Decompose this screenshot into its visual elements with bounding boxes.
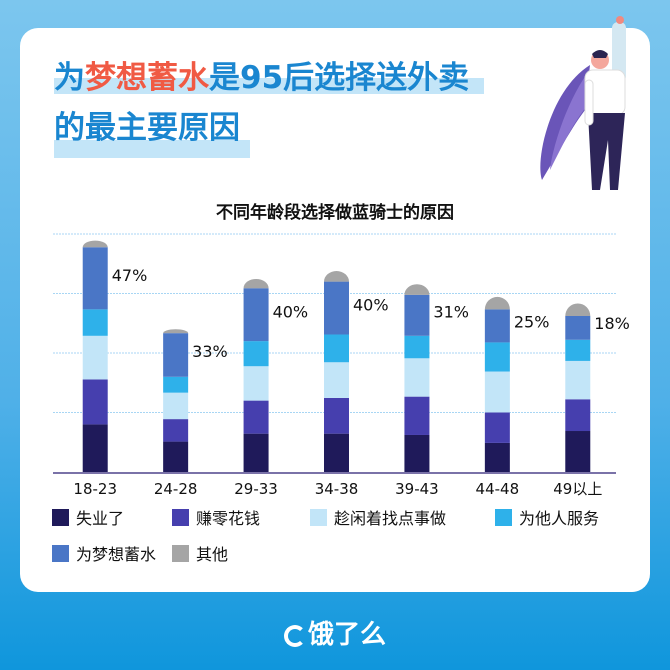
logo-text: 饿了么 (307, 620, 386, 650)
title-text: 是95后选择送外卖 (209, 60, 470, 96)
bar-segment-赚零花钱 (243, 400, 269, 434)
title-text: 为 (54, 60, 85, 96)
bar-segment-趁闲着找点事做 (243, 366, 269, 401)
chart-title: 不同年龄段选择做蓝骑士的原因 (216, 203, 454, 223)
logo-e-icon (283, 625, 306, 647)
legend-item: 其他 (172, 541, 228, 565)
bar-segment-为他人服务 (163, 376, 189, 393)
bar-segment-失业了 (243, 433, 269, 472)
bar-segment-为他人服务 (82, 309, 108, 336)
legend-swatch (310, 508, 327, 526)
legend-item: 赚零花钱 (172, 505, 260, 529)
bar-segment-趁闲着找点事做 (82, 335, 108, 380)
bar-segment-为他人服务 (484, 342, 510, 372)
x-tick-label: 29-33 (234, 480, 278, 498)
legend-item: 失业了 (52, 505, 124, 529)
bar-segment-趁闲着找点事做 (324, 362, 349, 398)
data-label: 47% (112, 266, 148, 285)
data-label: 33% (192, 342, 228, 361)
bar-segment-失业了 (404, 434, 430, 472)
page-title-line2: 的最主要原因 (54, 110, 240, 146)
x-tick-label: 24-28 (154, 480, 198, 498)
bar-segment-其他 (243, 278, 269, 289)
title-highlight-bar (54, 140, 250, 158)
bar-segment-趁闲着找点事做 (163, 392, 189, 420)
legend-label: 为他人服务 (519, 509, 600, 528)
bar-segment-其他 (324, 271, 349, 282)
bar-segment-失业了 (163, 441, 189, 472)
x-tick-label: 39-43 (395, 480, 439, 498)
title-highlight-text: 梦想蓄水 (85, 60, 209, 96)
title-highlight-bar (54, 78, 484, 94)
bar-segment-赚零花钱 (484, 412, 510, 443)
bar-segment-为梦想蓄水 (243, 288, 269, 342)
legend-swatch (172, 544, 189, 562)
bar-segment-失业了 (82, 424, 108, 472)
bar-segment-赚零花钱 (82, 379, 108, 425)
bar-segment-为他人服务 (324, 334, 349, 363)
data-label: 40% (353, 296, 389, 315)
legend-swatch (172, 508, 189, 526)
bar-segment-赚零花钱 (163, 419, 189, 442)
x-tick-label: 44-48 (476, 480, 520, 498)
legend-swatch (52, 544, 69, 562)
legend-label: 其他 (196, 545, 229, 564)
data-label: 40% (273, 302, 309, 321)
eleme-logo: 饿了么 (0, 614, 670, 651)
superhero-illustration (540, 16, 626, 190)
bar-segment-为梦想蓄水 (163, 333, 189, 377)
bar-segment-其他 (404, 284, 430, 295)
bar-segment-为梦想蓄水 (324, 281, 349, 335)
legend-label: 赚零花钱 (196, 509, 261, 528)
bar-segment-趁闲着找点事做 (404, 358, 430, 397)
bar-segment-赚零花钱 (404, 396, 430, 435)
legend-label: 为梦想蓄水 (76, 545, 157, 564)
legend-label: 趁闲着找点事做 (334, 509, 447, 528)
bar-segment-其他 (82, 240, 108, 248)
bar-segment-其他 (163, 329, 189, 334)
bar-segment-赚零花钱 (324, 397, 349, 434)
legend-swatch (495, 508, 512, 526)
bar-segment-失业了 (484, 442, 510, 472)
bar-segment-失业了 (324, 433, 349, 472)
bar-segment-趁闲着找点事做 (565, 360, 591, 400)
legend-item: 趁闲着找点事做 (310, 505, 446, 529)
x-tick-label: 18-23 (73, 480, 117, 498)
data-label: 25% (514, 313, 550, 332)
bar-segment-为梦想蓄水 (484, 309, 510, 343)
bar-segment-其他 (565, 303, 591, 316)
page-title-line1: 为梦想蓄水是95后选择送外卖 (54, 52, 469, 97)
bar-segment-赚零花钱 (565, 399, 591, 432)
data-label: 18% (594, 314, 630, 333)
data-label: 31% (433, 302, 469, 321)
bar-segment-为他人服务 (565, 339, 591, 361)
bar-segment-趁闲着找点事做 (484, 371, 510, 413)
legend-swatch (52, 508, 69, 526)
bar-segment-为梦想蓄水 (565, 315, 591, 340)
stacked-bar-chart: 47% 18-23 33% 24-28 40% 29-33 40% 34-38 31% 39-43… (53, 233, 630, 498)
x-tick-label: 34-38 (315, 480, 359, 498)
bar-segment-为梦想蓄水 (82, 247, 108, 310)
legend-label: 失业了 (76, 509, 125, 528)
bar-segment-为他人服务 (404, 335, 430, 359)
x-tick-label: 49以上 (553, 480, 602, 498)
bar-segment-为梦想蓄水 (404, 294, 430, 336)
legend-item: 为梦想蓄水 (52, 541, 156, 565)
legend-item: 为他人服务 (495, 505, 599, 529)
bar-segment-为他人服务 (243, 341, 269, 367)
bar-segment-失业了 (565, 431, 591, 472)
bar-segment-其他 (484, 296, 510, 310)
